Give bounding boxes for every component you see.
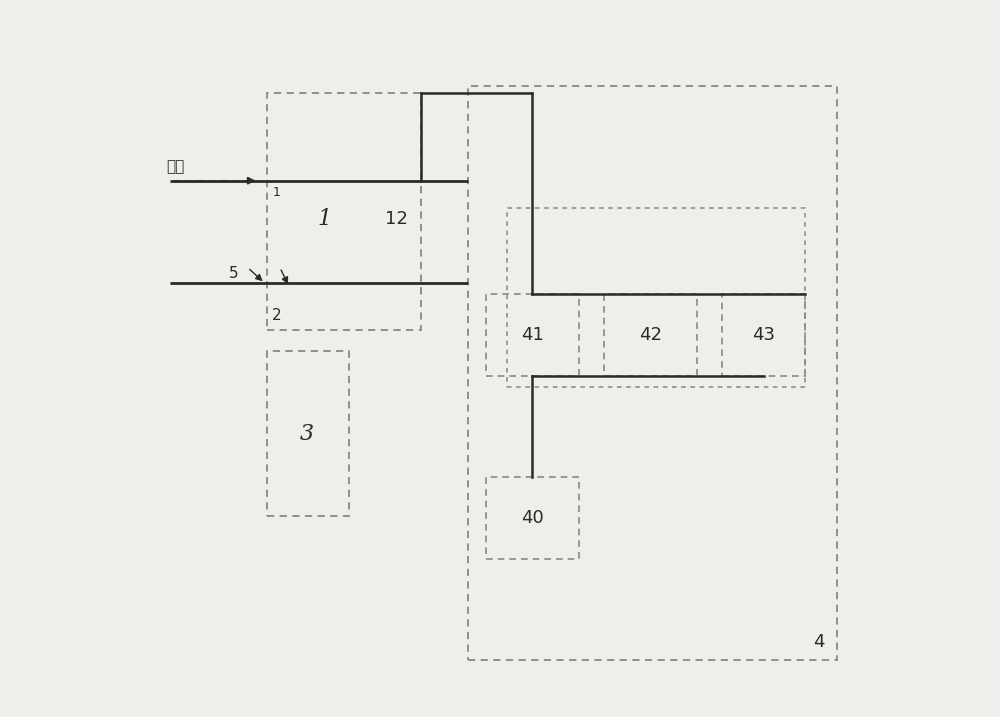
Bar	[267, 93, 421, 330]
Text: 3: 3	[299, 423, 313, 445]
Text: 气体: 气体	[167, 159, 185, 174]
Bar	[486, 294, 579, 376]
Text: 2: 2	[271, 308, 281, 323]
Text: 42: 42	[639, 326, 662, 344]
Bar	[486, 477, 579, 559]
Bar	[507, 208, 805, 387]
Text: 43: 43	[752, 326, 775, 344]
Bar	[604, 294, 697, 376]
Text: 40: 40	[521, 509, 544, 527]
Bar	[267, 351, 349, 516]
Text: 12: 12	[385, 209, 407, 228]
Text: 5: 5	[228, 267, 238, 281]
Bar	[722, 294, 805, 376]
Text: 1: 1	[273, 186, 281, 199]
Text: 4: 4	[813, 632, 825, 651]
Text: 1: 1	[317, 208, 331, 229]
Bar	[468, 86, 837, 660]
Text: 41: 41	[521, 326, 544, 344]
